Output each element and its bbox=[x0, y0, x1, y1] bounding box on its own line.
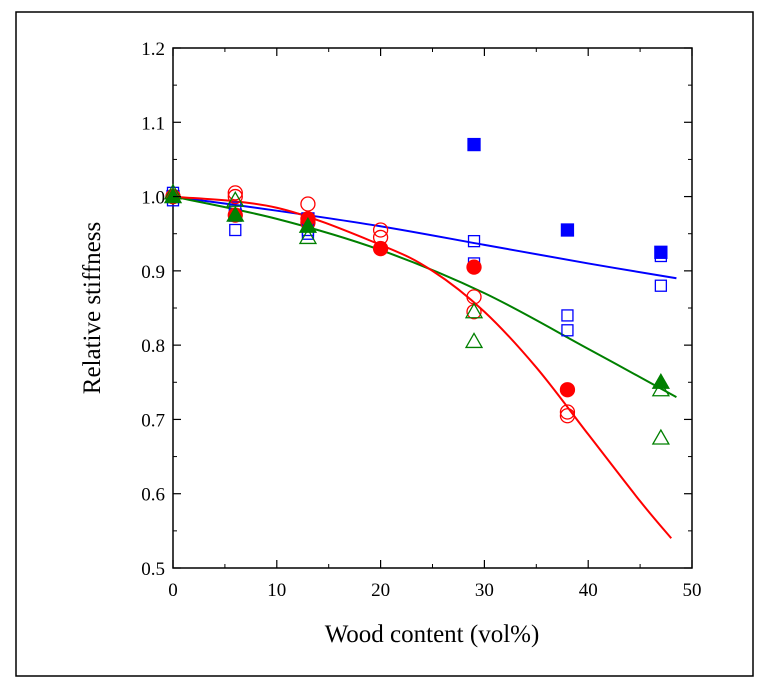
data-point-square bbox=[467, 137, 481, 152]
fit-curve bbox=[172, 195, 673, 539]
data-point-triangle bbox=[226, 205, 245, 222]
x-tick-label: 0 bbox=[168, 580, 178, 601]
data-point-circle bbox=[300, 196, 316, 212]
x-axis: 0 10 20 30 40 50 bbox=[168, 48, 702, 601]
data-point-triangle bbox=[298, 228, 318, 245]
data-point-circle bbox=[372, 240, 389, 257]
y-tick-label: 0.5 bbox=[141, 559, 165, 580]
data-point-circle bbox=[372, 222, 389, 238]
y-axis: 0.5 0.6 0.7 0.8 0.9 1.0 1.1 1.2 bbox=[141, 39, 692, 580]
data-point-circle bbox=[227, 188, 243, 205]
figure-frame bbox=[15, 11, 754, 677]
data-point-circle bbox=[559, 382, 576, 398]
data-point-triangle bbox=[298, 216, 318, 233]
data-point-square bbox=[654, 279, 668, 292]
data-point-square bbox=[467, 234, 481, 248]
data-point-triangle bbox=[464, 332, 484, 349]
x-tick-label: 40 bbox=[579, 580, 598, 601]
x-tick-label: 20 bbox=[371, 580, 390, 601]
x-tick-label: 50 bbox=[683, 580, 702, 601]
data-point-square bbox=[229, 223, 242, 237]
y-tick-label: 0.8 bbox=[141, 336, 165, 357]
data-point-circle bbox=[227, 185, 243, 201]
y-tick-label: 1.2 bbox=[141, 39, 165, 60]
data-point-circle bbox=[466, 259, 482, 275]
data-point-triangle bbox=[651, 428, 670, 445]
y-tick-label: 0.6 bbox=[141, 485, 165, 506]
data-point-triangle bbox=[464, 302, 484, 319]
data-point-circle bbox=[372, 229, 389, 246]
y-tick-label: 0.7 bbox=[141, 410, 165, 431]
data-point-triangle bbox=[226, 190, 245, 207]
data-point-square bbox=[561, 309, 574, 322]
x-tick-label: 10 bbox=[267, 580, 286, 601]
x-axis-label: Wood content (vol%) bbox=[325, 621, 540, 648]
y-tick-label: 1.0 bbox=[141, 188, 165, 209]
data-series bbox=[163, 137, 670, 445]
data-point-triangle bbox=[651, 380, 670, 397]
data-point-square bbox=[654, 245, 668, 259]
data-point-triangle bbox=[163, 183, 183, 200]
data-point-square bbox=[560, 223, 575, 237]
data-point-square bbox=[561, 324, 574, 337]
data-point-square bbox=[654, 249, 668, 263]
y-axis-label: Relative stiffness bbox=[79, 222, 106, 394]
data-point-circle bbox=[559, 404, 576, 420]
y-tick-label: 1.1 bbox=[141, 113, 165, 134]
fit-curve bbox=[172, 195, 677, 280]
fit-curves bbox=[172, 195, 677, 539]
data-point-circle bbox=[559, 408, 576, 424]
x-tick-label: 30 bbox=[475, 580, 494, 601]
y-tick-label: 0.9 bbox=[141, 262, 165, 283]
